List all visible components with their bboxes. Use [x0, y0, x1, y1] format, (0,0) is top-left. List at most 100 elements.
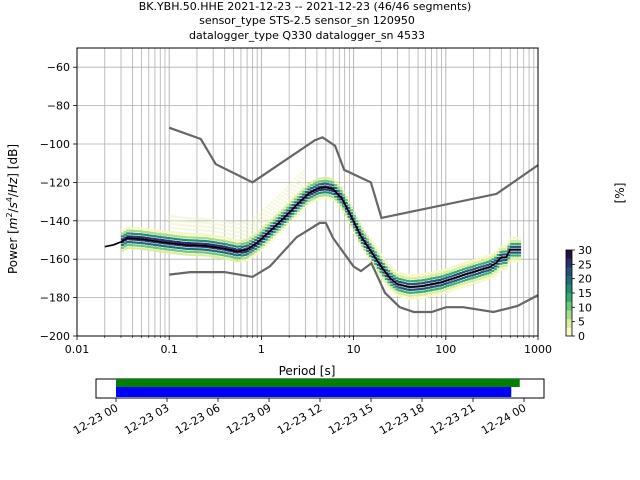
density-cell — [398, 295, 402, 298]
density-cell — [480, 265, 484, 268]
density-cell — [382, 274, 386, 277]
density-cell — [483, 264, 487, 267]
density-cell — [432, 271, 436, 274]
density-cell — [376, 252, 380, 255]
density-cell — [478, 266, 482, 269]
density-cell — [419, 296, 423, 299]
density-cell — [272, 233, 276, 236]
density-cell — [376, 258, 380, 261]
density-cell — [315, 178, 319, 181]
density-cell — [451, 274, 455, 277]
density-cell — [451, 266, 455, 269]
density-cell — [227, 252, 231, 255]
density-cell — [123, 230, 127, 233]
density-cell — [190, 242, 194, 245]
density-cell-faint — [230, 237, 234, 240]
density-cell — [190, 250, 194, 253]
density-cell-faint — [262, 224, 266, 227]
density-cell — [328, 180, 332, 183]
density-cell-faint — [291, 192, 295, 195]
y-tick-label: −160 — [40, 253, 70, 266]
density-cell — [211, 238, 215, 241]
density-cell-faint — [208, 226, 212, 229]
density-cell — [288, 212, 292, 215]
density-cell — [169, 248, 172, 251]
density-cell — [208, 240, 212, 243]
density-cell-faint — [272, 203, 276, 205]
density-cell-faint — [256, 221, 260, 224]
density-cell — [510, 254, 514, 257]
title: BK.YBH.50.HHE 2021-12-23 -- 2021-12-23 (… — [139, 0, 472, 42]
density-cell — [408, 280, 412, 283]
density-cell — [419, 273, 423, 276]
density-cell — [272, 228, 276, 231]
colorbar-strip — [566, 252, 572, 255]
colorbar-strip — [566, 315, 572, 318]
density-cell — [222, 248, 226, 251]
density-cell — [408, 283, 412, 286]
density-cell-faint — [195, 225, 199, 228]
density-cell — [280, 211, 284, 214]
density-cell — [406, 291, 410, 294]
density-cell-faint — [182, 216, 186, 219]
density-cell-faint — [246, 236, 250, 239]
density-cell-faint — [192, 228, 196, 231]
density-cell — [222, 251, 226, 254]
density-cell — [150, 246, 154, 249]
density-cell — [459, 286, 463, 289]
timeline-tick-label: 12-23 09 — [224, 401, 273, 437]
density-cell-faint — [280, 195, 284, 198]
density-cell-faint — [243, 226, 247, 228]
density-cell — [286, 223, 290, 226]
colorbar-strip — [566, 325, 572, 328]
density-cell — [267, 241, 271, 244]
density-cell — [387, 266, 391, 270]
density-cell — [278, 223, 282, 226]
density-cell — [352, 229, 356, 232]
density-cell — [432, 291, 436, 294]
density-cell — [408, 297, 412, 300]
density-cell — [456, 281, 460, 284]
density-cell — [291, 209, 295, 212]
density-cell — [190, 247, 194, 251]
density-cell — [214, 241, 218, 244]
density-cell — [376, 255, 380, 258]
density-cell — [360, 241, 364, 245]
density-cell — [304, 196, 308, 199]
density-cell — [238, 253, 242, 257]
density-cell — [406, 294, 410, 297]
density-cell — [219, 242, 223, 245]
density-cell — [483, 279, 487, 282]
density-cell — [254, 236, 258, 239]
density-cell — [427, 280, 431, 283]
density-cell-faint — [251, 233, 255, 236]
density-cell-faint — [190, 224, 194, 227]
density-cell — [192, 248, 196, 251]
psd-coverage-bar — [116, 387, 512, 397]
density-cell — [390, 287, 394, 290]
colorbar-strip — [566, 313, 572, 315]
density-cell — [251, 249, 255, 252]
density-cell — [400, 281, 404, 284]
density-cell — [411, 280, 415, 283]
density-cell — [214, 253, 218, 256]
density-cell — [163, 236, 167, 239]
density-cell — [198, 236, 202, 239]
density-cell-faint — [267, 211, 271, 214]
density-cell — [129, 241, 132, 244]
density-cell-faint — [294, 193, 298, 196]
density-cell — [403, 279, 407, 282]
density-cell-faint — [248, 227, 252, 230]
density-cell — [512, 257, 516, 260]
density-cell — [185, 247, 188, 250]
density-cell — [462, 282, 466, 285]
density-cell-faint — [275, 212, 279, 214]
density-cell — [411, 297, 415, 300]
density-cell — [344, 198, 348, 202]
density-cell — [296, 213, 300, 216]
density-cell — [192, 233, 196, 236]
density-cell-faint — [174, 231, 178, 234]
density-cell — [238, 251, 242, 254]
density-cell — [414, 297, 418, 300]
